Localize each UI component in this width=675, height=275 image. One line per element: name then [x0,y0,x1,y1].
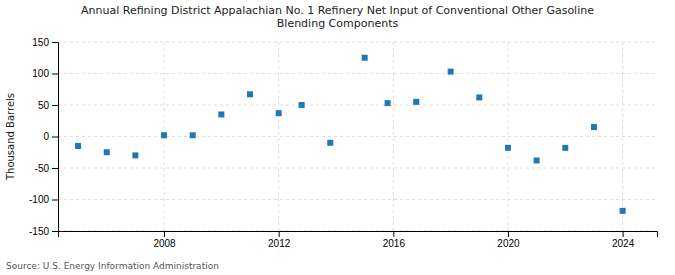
x-tick: 2020 [497,231,520,249]
y-tick-label: 150 [32,37,49,48]
x-tick-mark [164,231,165,237]
y-tick: -50 [35,163,58,174]
point [190,132,196,138]
y-tick-label: 0 [43,131,49,142]
x-tick: 2024 [612,231,635,249]
point [132,152,138,158]
point [620,208,626,214]
y-tick-mark [52,105,58,106]
grid-line-y [58,136,657,137]
point [104,149,110,155]
x-tick: 2016 [383,231,406,249]
point [534,157,540,163]
y-tick: 0 [43,131,58,142]
point [299,102,305,108]
y-tick: -100 [29,194,58,205]
x-tick-label: 2020 [497,238,520,249]
point [476,94,482,100]
x-tick-mark [279,231,280,237]
y-axis-line [52,43,59,232]
y-tick-mark [52,74,58,75]
point [413,99,419,105]
y-tick: 50 [38,100,58,111]
y-axis-label: Thousand Barrels [5,93,16,181]
point [448,69,454,75]
y-tick-mark [52,231,58,232]
grid-line-x [278,42,279,231]
point [562,145,568,151]
grid-line-y [58,105,657,106]
title-line: Blending Components [277,17,399,30]
y-tick-mark [52,42,58,43]
point [218,111,224,117]
y-tick-label: -150 [29,226,49,237]
point [75,143,81,149]
x-tick-label: 2016 [383,238,406,249]
point [385,100,391,106]
x-tick-label: 2008 [153,238,176,249]
x-axis-line [59,232,658,238]
point [362,55,368,61]
x-tick: 2008 [153,231,176,249]
y-tick-label: -50 [35,163,50,174]
y-tick-label: 100 [32,68,49,79]
points [75,55,626,214]
x-tick-mark [393,231,394,237]
y-tick: 100 [32,68,58,79]
title: Annual Refining District Appalachian No.… [81,4,594,30]
x-tick-label: 2012 [268,238,291,249]
grid-line-y [58,42,657,43]
point [505,145,511,151]
plot: 2008 2012 2016 2020 2024 -150 -100 -50 0 50 100 150 [29,37,658,249]
point [161,132,167,138]
y-tick-label: -100 [29,194,49,205]
y-tick-mark [52,200,58,201]
grid-line-y [58,199,657,200]
x-tick-label: 2024 [612,238,635,249]
y-tick-mark [52,137,58,138]
grid-line-y [58,73,657,74]
chart: Annual Refining District Appalachian No.… [0,0,675,275]
grid-line-x [393,42,394,231]
point [247,91,253,97]
point [591,124,597,130]
grid-line-y [58,168,657,169]
x-tick-mark [508,231,509,237]
point [327,140,333,146]
x-tick: 2012 [268,231,291,249]
point [276,110,282,116]
x-axis: 2008 2012 2016 2020 2024 [59,231,658,249]
title-line: Annual Refining District Appalachian No.… [81,4,594,17]
grid [58,42,657,231]
y-tick: 150 [32,37,58,48]
y-tick-mark [52,168,58,169]
y-axis: -150 -100 -50 0 50 100 150 [29,37,59,237]
y-tick-label: 50 [38,100,50,111]
x-tick-mark [623,231,624,237]
y-tick: -150 [29,226,58,237]
source: Source: U.S. Energy Information Administ… [6,261,219,271]
